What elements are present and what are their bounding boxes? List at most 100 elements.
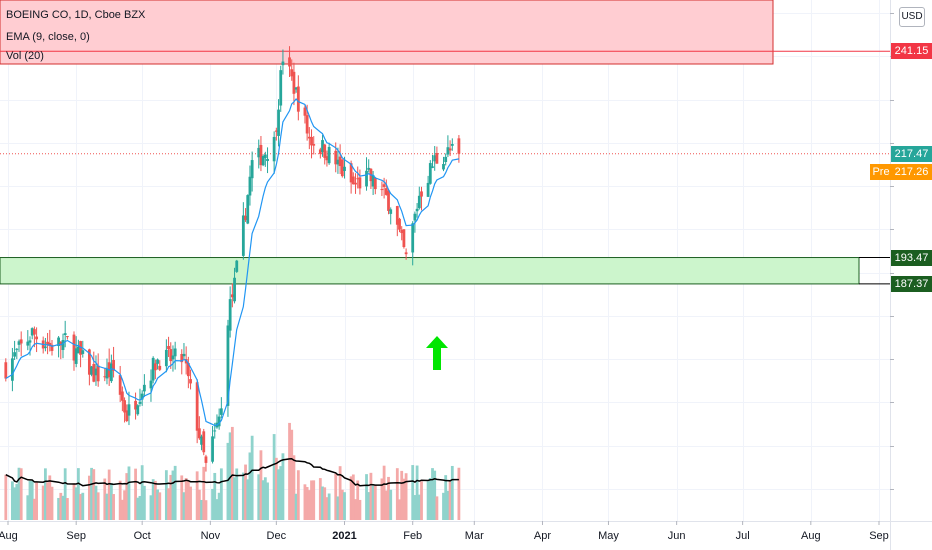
candle-body bbox=[63, 333, 67, 335]
volume-bar bbox=[340, 489, 344, 520]
candle-body bbox=[142, 384, 146, 392]
volume-bar bbox=[442, 492, 445, 520]
volume-bar bbox=[105, 493, 109, 520]
volume-bar bbox=[433, 470, 437, 520]
volume-bar bbox=[19, 468, 23, 520]
time-axis-label: Aug bbox=[801, 530, 821, 542]
volume-bar bbox=[281, 453, 285, 520]
last-price-label: 217.47 bbox=[891, 145, 932, 162]
candle-body bbox=[431, 166, 434, 168]
volume-bar bbox=[94, 485, 98, 520]
volume-bar bbox=[189, 486, 192, 520]
candle-body bbox=[318, 149, 322, 154]
volume-bar bbox=[149, 495, 153, 520]
volume-bar bbox=[266, 482, 269, 520]
volume-bar bbox=[248, 452, 252, 520]
volume-bar bbox=[151, 479, 155, 520]
volume-bar bbox=[35, 482, 38, 520]
volume-bar bbox=[334, 473, 338, 520]
volume-bar bbox=[215, 499, 219, 520]
volume-bar bbox=[373, 485, 377, 520]
candle-body bbox=[340, 159, 344, 177]
volume-bar bbox=[92, 469, 96, 520]
volume-bar bbox=[426, 481, 430, 520]
volume-bar bbox=[274, 457, 278, 520]
candle-body bbox=[312, 144, 316, 146]
volume-bar bbox=[435, 496, 439, 520]
support-zone[interactable] bbox=[0, 257, 860, 285]
candle-body bbox=[189, 379, 192, 384]
volume-bar bbox=[294, 493, 298, 520]
candle-body bbox=[217, 416, 221, 427]
candle-body bbox=[272, 136, 276, 162]
volume-bar bbox=[43, 468, 47, 520]
volume-bar bbox=[327, 493, 331, 520]
candle-body bbox=[120, 391, 124, 401]
candle-body bbox=[415, 208, 419, 212]
candle-body bbox=[257, 147, 261, 158]
volume-bar bbox=[230, 426, 234, 520]
volume-bar bbox=[358, 499, 362, 520]
volume-bar bbox=[303, 484, 307, 520]
volume-bar bbox=[272, 434, 276, 520]
candle-body bbox=[343, 166, 346, 171]
volume-bar bbox=[4, 474, 8, 520]
volume-bar bbox=[444, 475, 448, 520]
time-axis-label: May bbox=[598, 530, 619, 542]
candle-body bbox=[395, 206, 399, 225]
candle-body bbox=[50, 344, 54, 351]
volume-bar bbox=[446, 490, 450, 520]
candle-body bbox=[367, 167, 371, 170]
volume-bar bbox=[74, 487, 78, 520]
volume-bar bbox=[50, 486, 54, 520]
resistance-zone[interactable] bbox=[0, 0, 774, 65]
volume-bar bbox=[369, 472, 373, 520]
candle-body bbox=[263, 154, 267, 159]
candle-body bbox=[305, 115, 309, 134]
candle-body bbox=[310, 136, 313, 146]
candle-body bbox=[442, 164, 445, 170]
candle-body bbox=[327, 146, 331, 164]
volume-bar bbox=[26, 495, 30, 520]
ema-legend[interactable]: EMA (9, close, 0) bbox=[6, 31, 90, 43]
volume-bar bbox=[318, 478, 322, 520]
volume-bar bbox=[30, 480, 34, 520]
candle-body bbox=[94, 368, 98, 376]
candle-body bbox=[389, 209, 393, 214]
volume-bar bbox=[127, 466, 131, 520]
candle-body bbox=[226, 325, 230, 406]
candle-body bbox=[325, 156, 329, 161]
candle-body bbox=[213, 430, 217, 432]
volume-bar bbox=[87, 475, 91, 520]
candle-body bbox=[288, 57, 291, 67]
candle-body bbox=[444, 156, 448, 163]
candle-body bbox=[279, 70, 283, 106]
candle-body bbox=[151, 357, 155, 381]
currency-button[interactable]: USD bbox=[899, 7, 925, 27]
candle-body bbox=[153, 363, 157, 371]
candle-body bbox=[230, 294, 234, 298]
candle-body bbox=[303, 107, 307, 116]
candle-body bbox=[125, 410, 129, 422]
candle-body bbox=[105, 368, 109, 379]
candle-body bbox=[294, 87, 298, 90]
volume-bar bbox=[61, 495, 65, 520]
candle-body bbox=[384, 188, 388, 195]
candle-body bbox=[457, 138, 461, 154]
volume-bar bbox=[387, 476, 390, 520]
price-axis-ticks bbox=[890, 13, 894, 490]
time-axis-label: Apr bbox=[533, 530, 552, 542]
volume-bar bbox=[103, 478, 107, 520]
candle-body bbox=[334, 150, 338, 165]
volume-bar bbox=[343, 492, 346, 520]
candle-body bbox=[134, 400, 137, 410]
candle-body bbox=[195, 382, 199, 431]
volume-bar bbox=[448, 481, 452, 520]
time-axis-label: 2021 bbox=[332, 530, 357, 542]
time-axis-label: Mar bbox=[464, 530, 484, 542]
volume-bar bbox=[402, 478, 406, 520]
candle-body bbox=[274, 130, 278, 132]
volume-legend[interactable]: Vol (20) bbox=[6, 50, 44, 62]
candle-body bbox=[219, 408, 223, 415]
